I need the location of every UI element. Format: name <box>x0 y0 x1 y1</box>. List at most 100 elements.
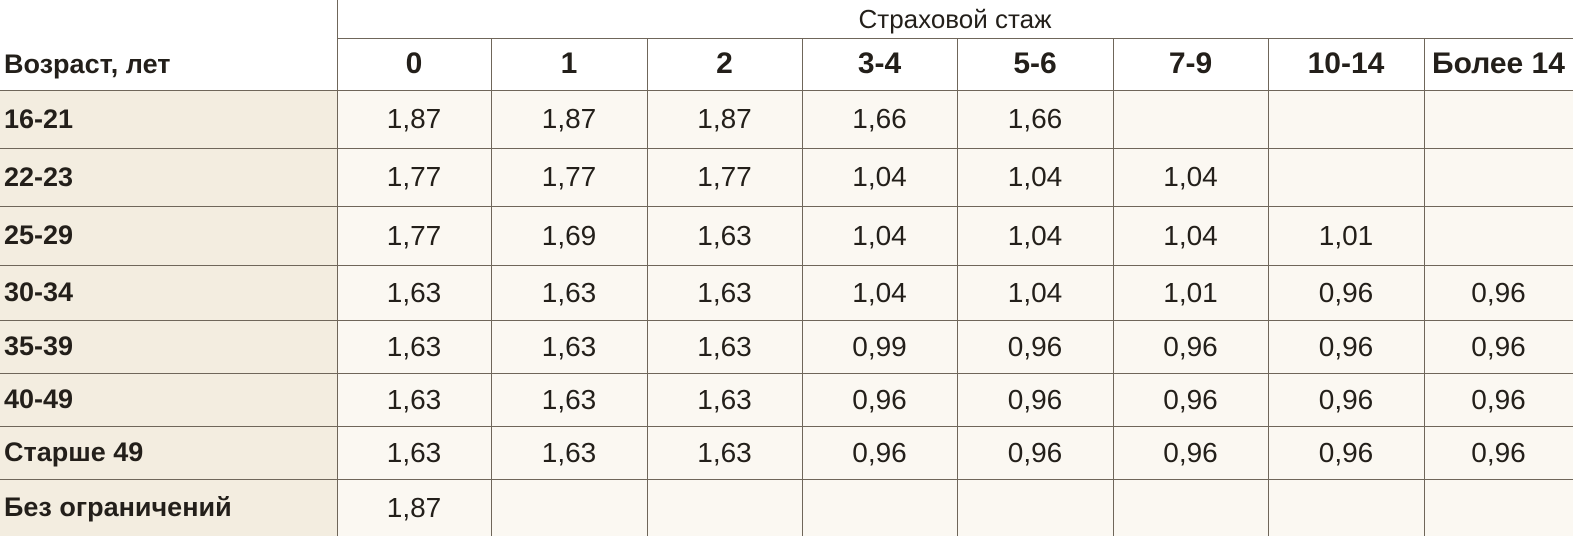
value-cell: 0,96 <box>1113 320 1268 373</box>
value-cell <box>1268 90 1424 148</box>
row-label: 35-39 <box>0 320 337 373</box>
value-cell <box>1268 148 1424 206</box>
value-cell <box>1424 90 1573 148</box>
value-cell: 0,96 <box>1268 320 1424 373</box>
value-cell: 0,96 <box>957 426 1113 479</box>
value-cell: 1,63 <box>337 373 491 426</box>
value-cell: 1,77 <box>491 148 647 206</box>
row-divider <box>337 38 1573 39</box>
value-cell <box>491 479 647 536</box>
column-group-label: Страховой стаж <box>858 3 1052 34</box>
value-cell: 1,77 <box>647 148 802 206</box>
column-divider <box>1113 38 1114 536</box>
value-cell: 1,69 <box>491 206 647 265</box>
value-cell: 1,87 <box>337 90 491 148</box>
value-cell: 1,04 <box>802 265 957 320</box>
value-cell: 0,96 <box>1268 426 1424 479</box>
value-cell: 0,96 <box>1268 373 1424 426</box>
column-header: 3-4 <box>857 47 902 80</box>
row-label: 16-21 <box>0 90 337 148</box>
value-cell: 1,63 <box>337 265 491 320</box>
row-divider <box>0 90 1573 91</box>
column-header: 2 <box>716 47 733 80</box>
row-divider <box>0 320 1573 321</box>
row-divider <box>0 148 1573 149</box>
row-divider <box>0 265 1573 266</box>
column-header: Более 14 <box>1432 47 1565 80</box>
value-cell: 1,63 <box>491 265 647 320</box>
column-header: 0 <box>405 47 423 80</box>
value-cell: 1,04 <box>957 265 1113 320</box>
value-cell: 0,96 <box>1424 426 1573 479</box>
value-cell: 0,96 <box>802 373 957 426</box>
value-cell <box>957 479 1113 536</box>
value-cell: 1,63 <box>647 320 802 373</box>
column-header: 5-6 <box>1013 47 1057 80</box>
value-cell: 0,96 <box>1268 265 1424 320</box>
value-cell: 1,04 <box>957 148 1113 206</box>
value-cell: 1,01 <box>1268 206 1424 265</box>
value-cell: 1,87 <box>647 90 802 148</box>
value-cell: 1,63 <box>337 320 491 373</box>
value-cell <box>1113 90 1268 148</box>
column-divider <box>647 38 648 536</box>
value-cell <box>1424 206 1573 265</box>
value-cell <box>802 479 957 536</box>
row-label: 30-34 <box>0 265 337 320</box>
value-cell: 1,63 <box>491 320 647 373</box>
value-cell: 1,63 <box>647 373 802 426</box>
column-divider <box>957 38 958 536</box>
value-cell: 0,96 <box>1113 373 1268 426</box>
value-cell <box>1424 479 1573 536</box>
row-label: 25-29 <box>0 206 337 265</box>
value-cell: 1,01 <box>1113 265 1268 320</box>
value-cell: 0,96 <box>802 426 957 479</box>
value-cell: 1,63 <box>491 373 647 426</box>
row-header-label: Возраст, лет <box>0 38 337 90</box>
column-header: 10-14 <box>1307 47 1385 80</box>
value-cell: 0,96 <box>1113 426 1268 479</box>
value-cell: 1,63 <box>337 426 491 479</box>
value-cell: 1,04 <box>957 206 1113 265</box>
row-label: Старше 49 <box>0 426 337 479</box>
value-cell: 1,77 <box>337 148 491 206</box>
value-cell: 1,63 <box>647 206 802 265</box>
value-cell: 1,04 <box>802 148 957 206</box>
column-header: 7-9 <box>1168 47 1213 80</box>
value-cell <box>1424 148 1573 206</box>
column-divider <box>337 0 338 536</box>
value-cell: 1,04 <box>1113 206 1268 265</box>
value-cell <box>647 479 802 536</box>
value-cell: 1,66 <box>802 90 957 148</box>
value-cell: 0,96 <box>1424 320 1573 373</box>
value-cell: 1,04 <box>802 206 957 265</box>
column-divider <box>802 38 803 536</box>
row-divider <box>0 206 1573 207</box>
value-cell: 1,87 <box>337 479 491 536</box>
column-divider <box>1268 38 1269 536</box>
row-divider <box>0 373 1573 374</box>
value-cell: 1,63 <box>647 426 802 479</box>
value-cell: 0,99 <box>802 320 957 373</box>
row-label: 40-49 <box>0 373 337 426</box>
row-label: 22-23 <box>0 148 337 206</box>
value-cell: 0,96 <box>1424 373 1573 426</box>
value-cell: 1,66 <box>957 90 1113 148</box>
value-cell: 0,96 <box>1424 265 1573 320</box>
value-cell <box>1268 479 1424 536</box>
column-header: 1 <box>560 47 578 80</box>
row-divider <box>0 479 1573 480</box>
row-divider <box>0 426 1573 427</box>
value-cell: 1,77 <box>337 206 491 265</box>
value-cell: 0,96 <box>957 373 1113 426</box>
value-cell: 1,87 <box>491 90 647 148</box>
value-cell: 1,63 <box>647 265 802 320</box>
value-cell: 1,04 <box>1113 148 1268 206</box>
value-cell: 1,63 <box>491 426 647 479</box>
row-label: Без ограничений <box>0 479 337 536</box>
column-divider <box>1424 38 1425 536</box>
value-cell: 0,96 <box>957 320 1113 373</box>
column-divider <box>491 38 492 536</box>
value-cell <box>1113 479 1268 536</box>
